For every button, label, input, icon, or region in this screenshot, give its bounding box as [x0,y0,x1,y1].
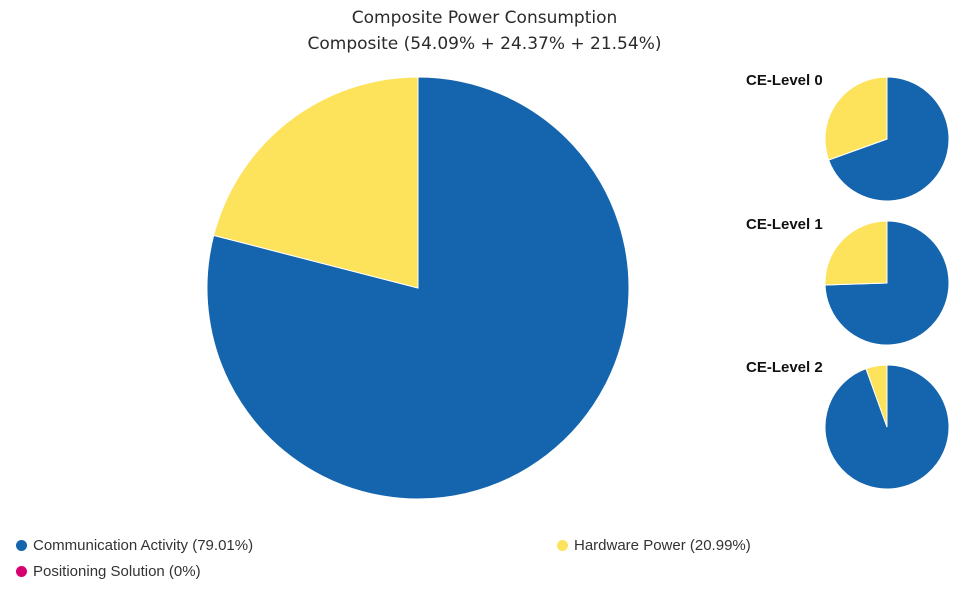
ce-level-2-pie-slice-hardware-power[interactable] [865,364,888,428]
chart-title: Composite Power Consumption [351,8,618,28]
legend-item-hardware[interactable]: Hardware Power (20.99%) [557,537,751,554]
legend-item-positioning[interactable]: Positioning Solution (0%) [16,563,201,580]
legend-label: Communication Activity (79.01%) [33,537,254,554]
chart-subtitle: Composite (54.09% + 24.37% + 21.54%) [307,34,662,54]
legend-item-communication[interactable]: Communication Activity (79.01%) [16,537,253,554]
main-pie-slice-hardware-power[interactable] [213,76,419,289]
ce-level-1-pie-slice-hardware-power[interactable] [824,220,888,286]
ce-level-0-label: CE-Level 0 [746,72,823,89]
legend-dot-icon [16,540,27,551]
legend-dot-icon [16,566,27,577]
ce-level-0-pie-slice-communication-activity[interactable] [828,76,950,202]
ce-level-1-label: CE-Level 1 [746,216,823,233]
legend-label: Hardware Power (20.99%) [574,537,751,554]
legend-dot-icon [557,540,568,551]
ce-level-0-pie-slice-hardware-power[interactable] [824,76,888,161]
ce-level-2-label: CE-Level 2 [746,359,823,376]
legend-label: Positioning Solution (0%) [33,563,201,580]
